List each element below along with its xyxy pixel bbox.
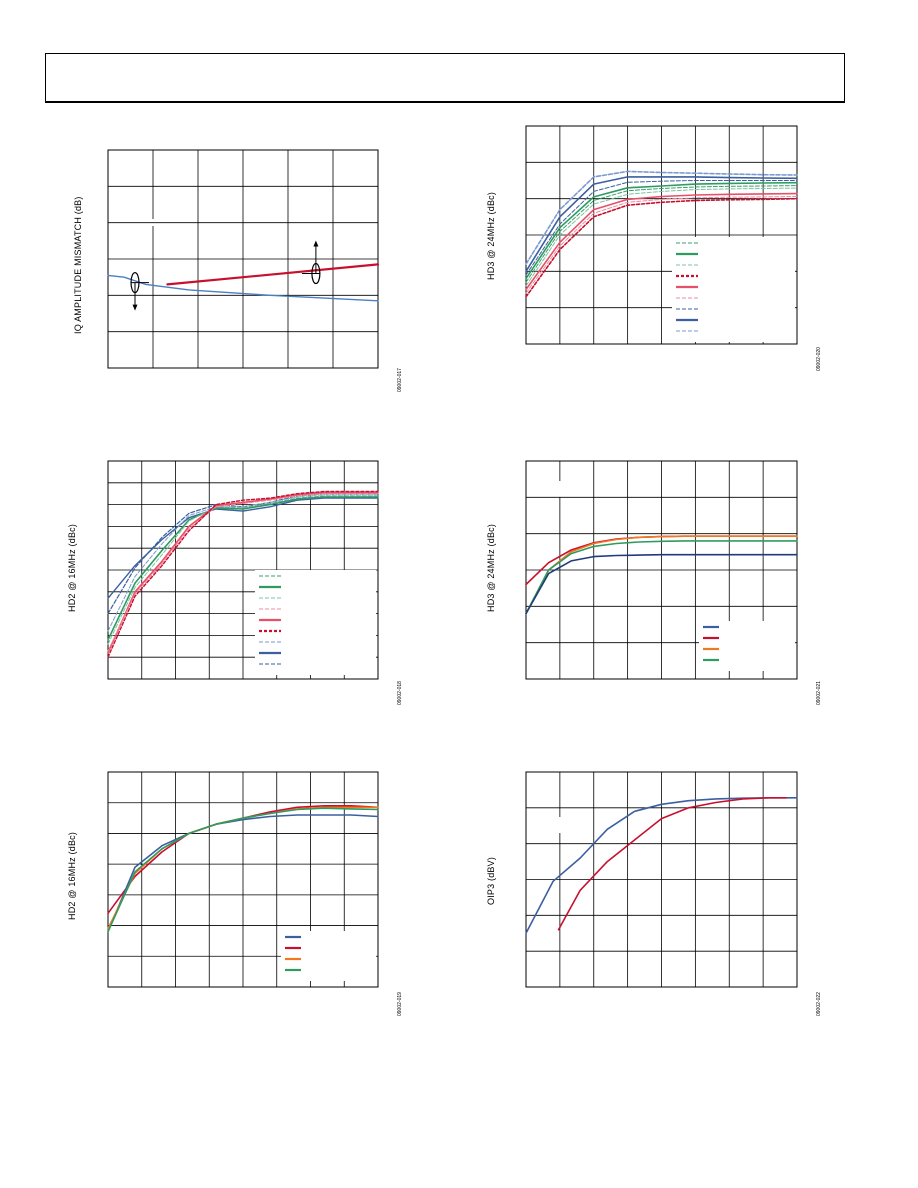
- page-header: [45, 53, 845, 103]
- series-line-7: [525, 192, 798, 291]
- arrow-up-icon: [313, 240, 319, 247]
- series-line-4: [107, 807, 379, 933]
- annotation-mask: [581, 882, 641, 896]
- series-line-5: [525, 185, 798, 283]
- arrow-down-icon: [132, 304, 138, 311]
- chart-6-figure-id: 09002-022: [816, 992, 822, 1016]
- series-line-1: [166, 263, 380, 286]
- plot-frame: [107, 771, 379, 988]
- series-line-3: [525, 180, 798, 276]
- legend-box: [281, 931, 376, 981]
- series-line-4: [525, 181, 798, 280]
- series-line-8: [107, 490, 379, 658]
- series-line-6: [107, 491, 379, 654]
- annotation-mask: [268, 208, 348, 216]
- series-line-4: [107, 496, 379, 641]
- annotation-mask: [530, 817, 570, 833]
- plot-frame: [107, 149, 379, 369]
- series-line-8: [525, 196, 798, 294]
- series-line-2: [557, 796, 788, 931]
- series-line-2: [525, 176, 798, 273]
- plot-frame: [525, 125, 798, 345]
- plot-frame: [525, 460, 798, 680]
- series-line-2: [107, 274, 379, 302]
- series-line-4: [525, 553, 798, 615]
- series-line-9: [525, 197, 798, 298]
- chart-6-y-axis-label: OIP3 (dBV): [486, 856, 496, 905]
- plot-frame: [107, 460, 379, 680]
- series-line-7: [107, 493, 379, 652]
- plot-frame: [525, 771, 798, 988]
- annotation-mask: [530, 481, 655, 497]
- series-line-1: [525, 170, 798, 265]
- series-line-3: [107, 495, 379, 632]
- series-line-2: [525, 535, 798, 615]
- series-line-3: [525, 540, 798, 615]
- series-line-5: [107, 494, 379, 645]
- legend-box: [699, 621, 795, 671]
- series-line-2: [107, 814, 379, 933]
- series-line-6: [525, 187, 798, 287]
